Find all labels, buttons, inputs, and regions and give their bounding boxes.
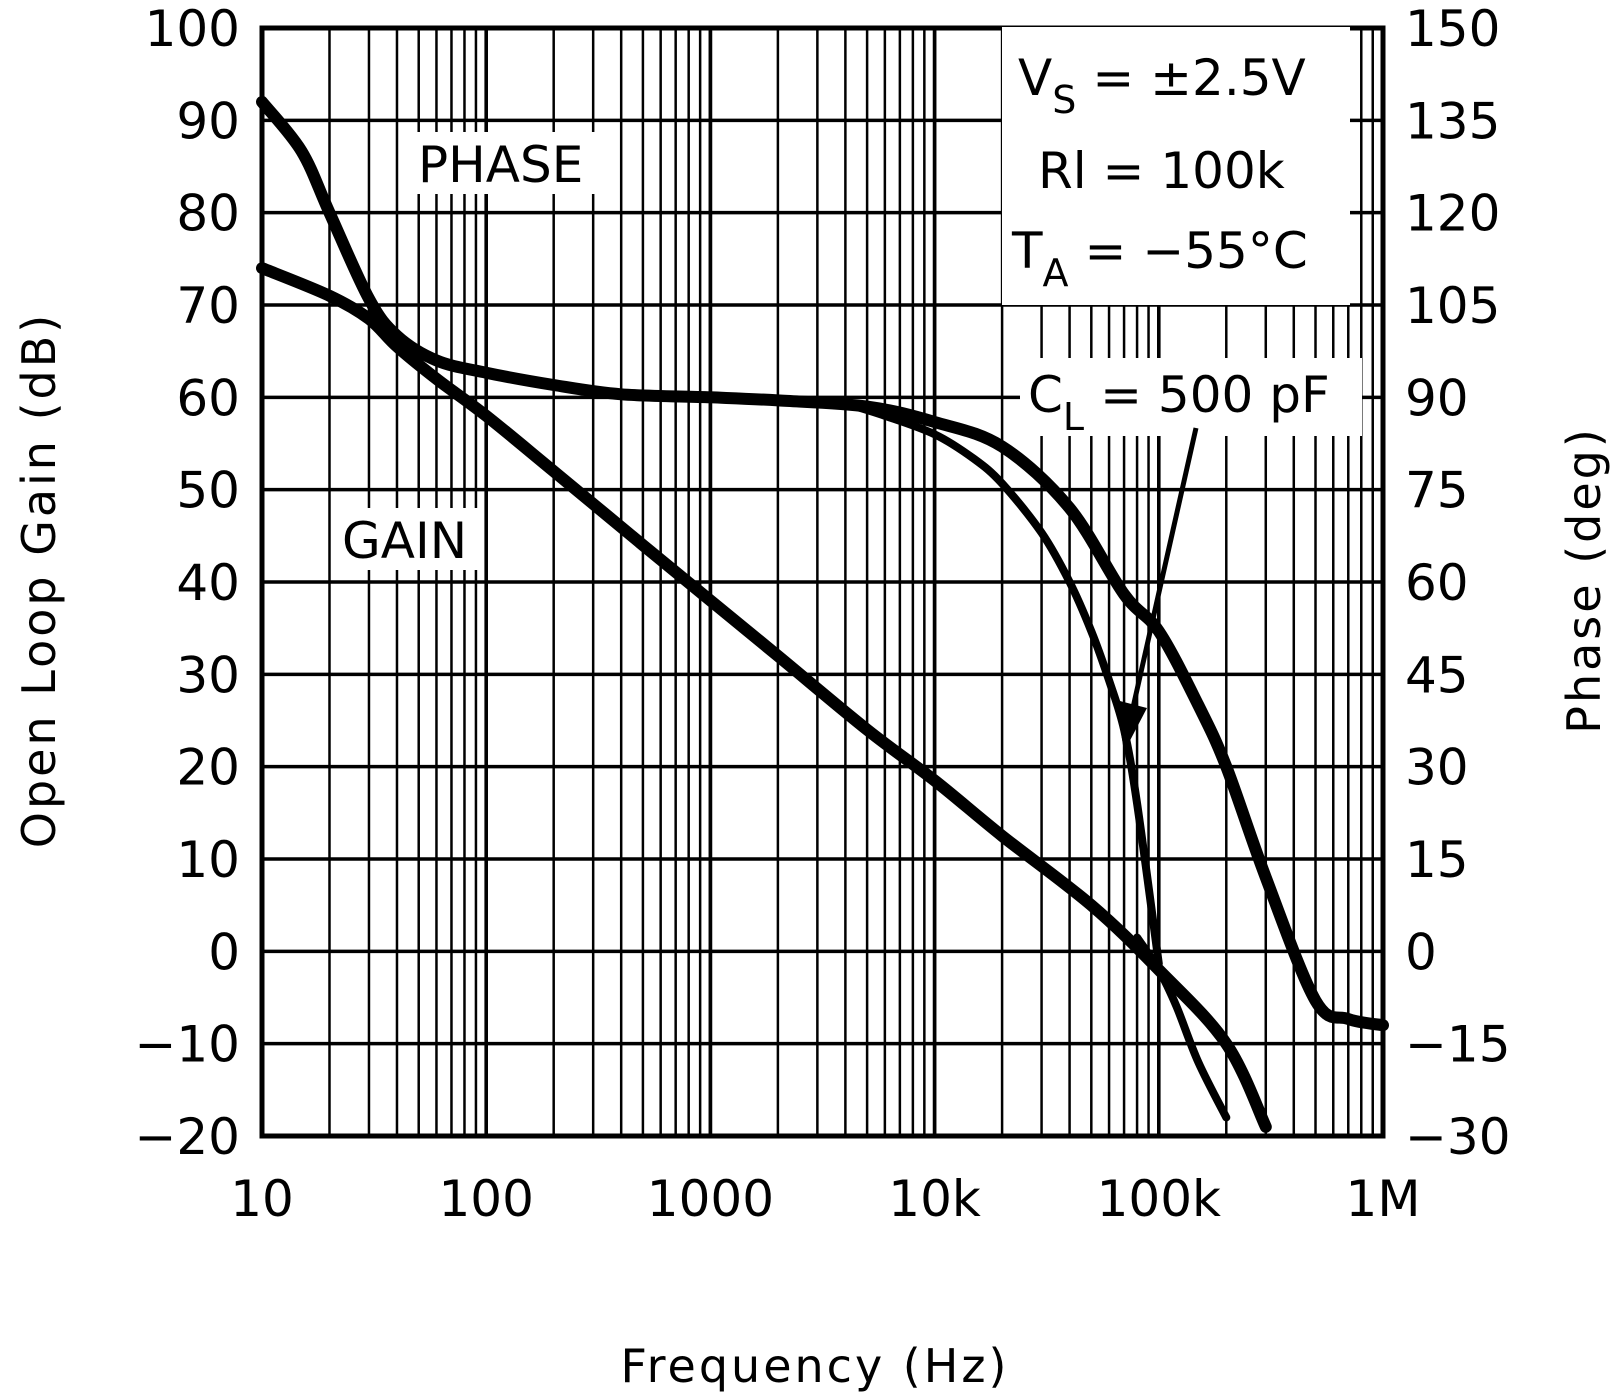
phase-label: PHASE xyxy=(418,136,583,194)
data-curves xyxy=(256,95,1389,1133)
x-axis-title: Frequency (Hz) xyxy=(621,1339,1010,1393)
y-tick-label: 50 xyxy=(176,462,240,520)
y2-tick-label: 60 xyxy=(1405,554,1469,612)
x-tick-label: 1M xyxy=(1346,1170,1421,1228)
rl-label: Rl = 100k xyxy=(1038,142,1285,200)
y2-tick-label: 15 xyxy=(1405,831,1469,889)
series-phase xyxy=(256,95,1389,1032)
y2-tick-label: 30 xyxy=(1405,739,1469,797)
x-tick-label: 10k xyxy=(888,1170,981,1228)
phase-label-box xyxy=(413,132,599,194)
y2-tick-label: −30 xyxy=(1405,1108,1511,1166)
y-tick-label: 40 xyxy=(176,554,240,612)
y-tick-label: 90 xyxy=(176,92,240,150)
y2-tick-label: 45 xyxy=(1405,646,1469,704)
y-tick-label: 100 xyxy=(145,0,240,58)
cl-arrow-shaft xyxy=(1129,427,1199,713)
y2-tick-label: 150 xyxy=(1405,0,1500,58)
series-gain xyxy=(256,262,1272,1133)
y-tick-label: 30 xyxy=(176,646,240,704)
plot-frame xyxy=(259,25,1386,1139)
y-tick-label: 60 xyxy=(176,369,240,427)
y-tick-label: 80 xyxy=(176,185,240,243)
y2-tick-label: 90 xyxy=(1405,369,1469,427)
conditions-box xyxy=(1002,27,1350,305)
y-tick-label: 10 xyxy=(176,831,240,889)
y2-tick-label: 75 xyxy=(1405,462,1469,520)
y2-tick-label: 0 xyxy=(1405,923,1437,981)
gain-label-box xyxy=(338,508,478,570)
y2-tick-label: −15 xyxy=(1405,1016,1511,1074)
y2-tick-label: 135 xyxy=(1405,92,1500,150)
x-tick-label: 10 xyxy=(230,1170,294,1228)
y-tick-label: −20 xyxy=(134,1108,240,1166)
cl-label-box xyxy=(1020,358,1362,436)
y-tick-label: −10 xyxy=(134,1016,240,1074)
x-tick-label: 100 xyxy=(438,1170,533,1228)
y2-tick-label: 105 xyxy=(1405,277,1500,335)
y2-axis-title: Phase (deg) xyxy=(1557,426,1611,734)
ta-label: TA = −55°C xyxy=(1011,222,1308,295)
cl-arrow-head xyxy=(1116,700,1147,752)
cl-label: CL = 500 pF xyxy=(1028,366,1330,439)
series-c-l-500-pf-gain xyxy=(1133,933,1231,1122)
x-tick-label: 1000 xyxy=(647,1170,774,1228)
series-c-l-500-pf-phase xyxy=(841,399,1163,968)
y-tick-label: 0 xyxy=(208,923,240,981)
vs-label: VS = ±2.5V xyxy=(1018,49,1306,122)
x-axis-ticks: 10 100 1000 10k 100k 1M xyxy=(230,1170,1420,1228)
x-tick-label: 100k xyxy=(1097,1170,1221,1228)
y2-tick-label: 120 xyxy=(1405,185,1500,243)
gain-label: GAIN xyxy=(342,512,467,570)
y-tick-label: 20 xyxy=(176,739,240,797)
y-tick-label: 70 xyxy=(176,277,240,335)
y-axis-title: Open Loop Gain (dB) xyxy=(12,312,66,848)
